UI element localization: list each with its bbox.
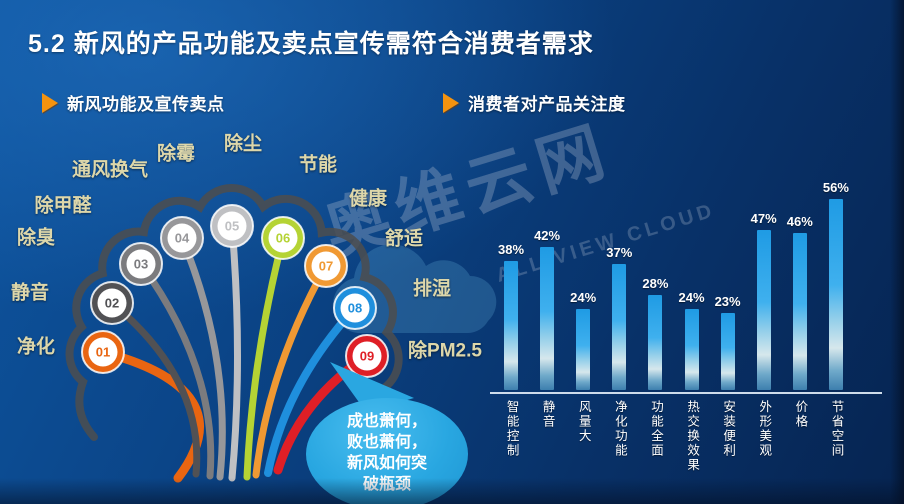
fan-ball: 08 [333, 286, 377, 330]
speech-bubble-line: 成也萧何， [346, 413, 427, 431]
fan-ball-number: 09 [360, 349, 374, 364]
fan-ball-number: 01 [96, 345, 110, 360]
fan-label: 除尘 [223, 133, 263, 155]
fan-ball-number: 04 [175, 231, 190, 246]
fan-stem [252, 262, 330, 479]
fan-ball-number: 07 [319, 259, 333, 274]
fan-label: 除甲醛 [34, 195, 92, 217]
fan-stem [178, 234, 226, 481]
fan-ball-number: 02 [105, 296, 119, 311]
fan-label: 舒适 [384, 228, 424, 250]
fan-stem [98, 347, 204, 483]
fan-label: 净化 [16, 336, 56, 358]
bottom-edge-shade [0, 478, 904, 504]
fan-label: 通风换气 [71, 159, 149, 181]
fan-label: 排湿 [412, 278, 452, 300]
triangle-bullet-icon [42, 92, 58, 113]
fan-stem [264, 304, 359, 477]
page-title: 5.2 新风的产品功能及卖点宣传需符合消费者需求 [28, 30, 594, 58]
fan-label: 除臭 [16, 227, 56, 249]
fan-cloud-outline [65, 183, 403, 442]
right-section-title: 消费者对产品关注度 [468, 95, 626, 114]
fan-label: 健康 [348, 188, 388, 210]
fan-stem [243, 234, 287, 481]
fan-stem [137, 260, 215, 480]
fan-ball-number: 06 [276, 231, 290, 246]
fan-label: 静音 [10, 282, 50, 304]
fan-stem [228, 222, 241, 482]
right-section-header: 消费者对产品关注度 [443, 90, 626, 115]
fan-ball-number: 05 [225, 219, 239, 234]
fan-ball-number: 08 [348, 301, 362, 316]
fan-ball: 09 [345, 334, 389, 378]
right-edge-shade [890, 0, 904, 504]
fan-label: 节能 [298, 154, 338, 176]
fan-label: 除霉 [156, 143, 196, 165]
left-section-title: 新风功能及宣传卖点 [67, 95, 225, 114]
fan-stem [108, 299, 201, 478]
fan-label: 除PM2.5 [408, 340, 482, 362]
speech-bubble-line: 败也萧何， [346, 434, 427, 452]
fan-ball: 03 [119, 242, 163, 286]
fan-ball-number: 03 [134, 257, 148, 272]
speech-bubble-line: 新风如何突 [346, 455, 427, 472]
fan-ball: 06 [261, 216, 305, 260]
fan-ball: 01 [81, 330, 125, 374]
fan-ball: 05 [210, 204, 254, 248]
triangle-bullet-icon [443, 92, 459, 113]
left-section-header: 新风功能及宣传卖点 [42, 90, 225, 115]
fan-ball: 07 [304, 244, 348, 288]
fan-ball: 04 [160, 216, 204, 260]
fan-ball: 02 [90, 281, 134, 325]
